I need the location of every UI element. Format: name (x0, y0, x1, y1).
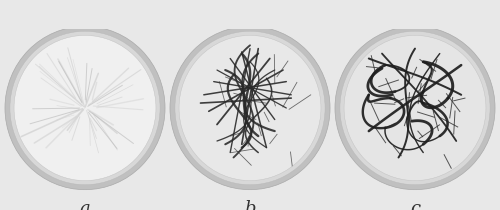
Ellipse shape (170, 26, 330, 190)
Ellipse shape (5, 26, 165, 190)
Text: b: b (244, 200, 256, 210)
Text: a: a (80, 200, 90, 210)
Ellipse shape (14, 35, 156, 181)
Text: c: c (410, 200, 420, 210)
Ellipse shape (340, 31, 490, 185)
Ellipse shape (335, 26, 495, 190)
Ellipse shape (344, 35, 486, 181)
Ellipse shape (175, 31, 325, 185)
Ellipse shape (10, 31, 160, 185)
Ellipse shape (179, 35, 321, 181)
